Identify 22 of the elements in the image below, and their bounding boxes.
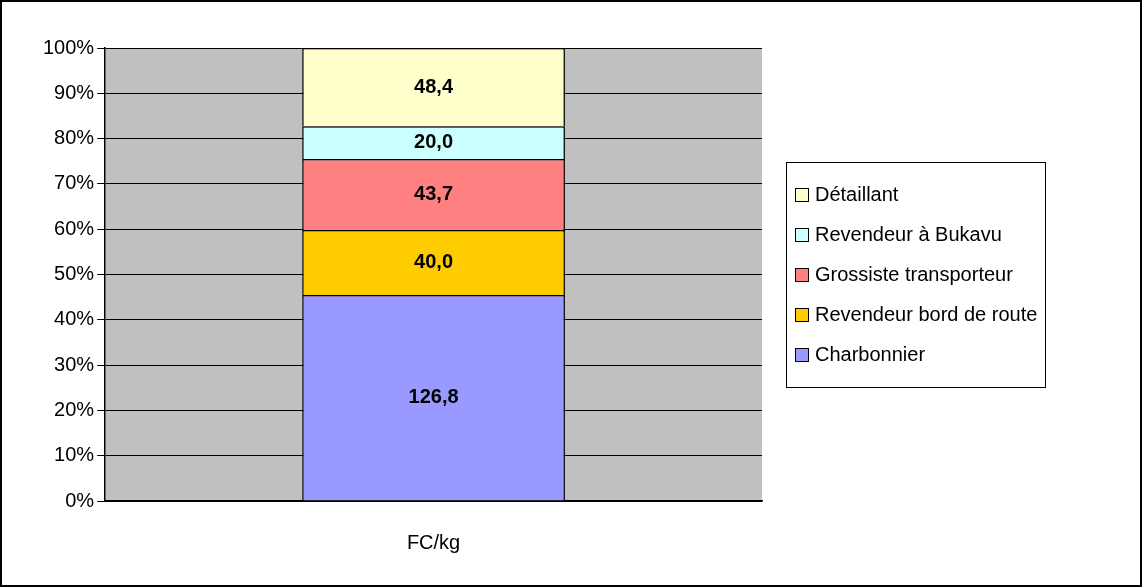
legend-label: Charbonnier xyxy=(815,343,926,366)
y-tick-label: 60% xyxy=(54,216,95,239)
y-tick-label: 30% xyxy=(54,352,95,375)
y-tick-label: 20% xyxy=(54,397,95,420)
y-tick-label: 10% xyxy=(54,443,95,466)
annotation: 48,4 xyxy=(414,74,454,97)
y-tick-label: 90% xyxy=(54,80,95,103)
y-tick-label: 80% xyxy=(54,126,95,149)
annotation: 43,7 xyxy=(414,182,454,205)
legend-label: Détaillant xyxy=(815,183,899,206)
legend-label: Grossiste transporteur xyxy=(815,263,1013,286)
y-tick-label: 100% xyxy=(43,35,95,58)
annotation: 126,8 xyxy=(408,385,459,408)
y-tick-label: 0% xyxy=(65,488,95,511)
y-tick-label: 40% xyxy=(54,307,95,330)
legend-label: Revendeur à Bukavu xyxy=(815,223,1002,246)
x-tick-label: FC/kg xyxy=(406,530,461,553)
annotation: 40,0 xyxy=(414,250,454,273)
legend-label: Revendeur bord de route xyxy=(815,303,1038,326)
y-tick-label: 50% xyxy=(54,262,95,285)
y-tick-label: 70% xyxy=(54,171,95,194)
annotation: 20,0 xyxy=(414,130,454,153)
